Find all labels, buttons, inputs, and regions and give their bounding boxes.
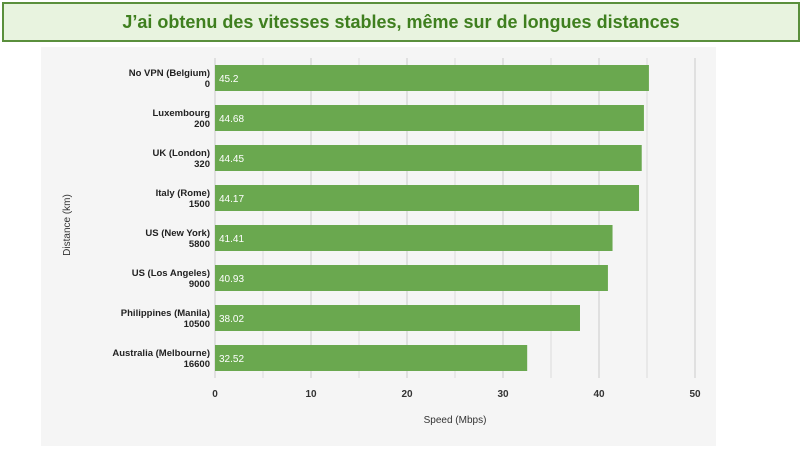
banner-title: J’ai obtenu des vitesses stables, même s… [122,11,680,32]
bar-value-label: 44.45 [219,154,244,165]
bar-value-label: 38.02 [219,314,244,325]
x-tick-label: 10 [305,389,317,400]
category-label: Australia (Melbourne) [112,348,210,359]
x-tick-label: 30 [497,389,509,400]
category-distance-label: 200 [194,119,210,130]
bar [215,225,613,251]
category-label: US (Los Angeles) [132,268,210,279]
category-label: Luxembourg [152,108,210,119]
bar-value-label: 44.68 [219,114,244,125]
category-label: US (New York) [145,228,210,239]
category-distance-label: 16600 [184,359,210,370]
category-label: Philippines (Manila) [121,308,210,319]
category-distance-label: 1500 [189,199,210,210]
category-label: Italy (Rome) [156,188,210,199]
bar-value-label: 44.17 [219,194,244,205]
category-distance-label: 5800 [189,239,210,250]
category-distance-label: 10500 [184,319,210,330]
x-axis-title: Speed (Mbps) [424,415,487,426]
bar [215,185,640,211]
bar [215,65,649,91]
bar-value-label: 45.2 [219,74,239,85]
bar [215,145,642,171]
category-distance-label: 0 [205,79,210,90]
title-banner: J’ai obtenu des vitesses stables, même s… [2,2,800,42]
x-tick-label: 0 [212,389,218,400]
y-axis-title: Distance (km) [62,194,73,256]
x-tick-label: 50 [689,389,701,400]
bar [215,265,608,291]
x-tick-label: 40 [593,389,605,400]
bar-value-label: 32.52 [219,354,244,365]
x-tick-label: 20 [401,389,413,400]
bar [215,345,528,371]
bar [215,305,580,331]
bar-value-label: 40.93 [219,274,244,285]
category-distance-label: 9000 [189,279,210,290]
bar-value-label: 41.41 [219,234,244,245]
bar [215,105,644,131]
category-label: UK (London) [152,148,210,159]
category-distance-label: 320 [194,159,210,170]
category-label: No VPN (Belgium) [129,68,210,79]
